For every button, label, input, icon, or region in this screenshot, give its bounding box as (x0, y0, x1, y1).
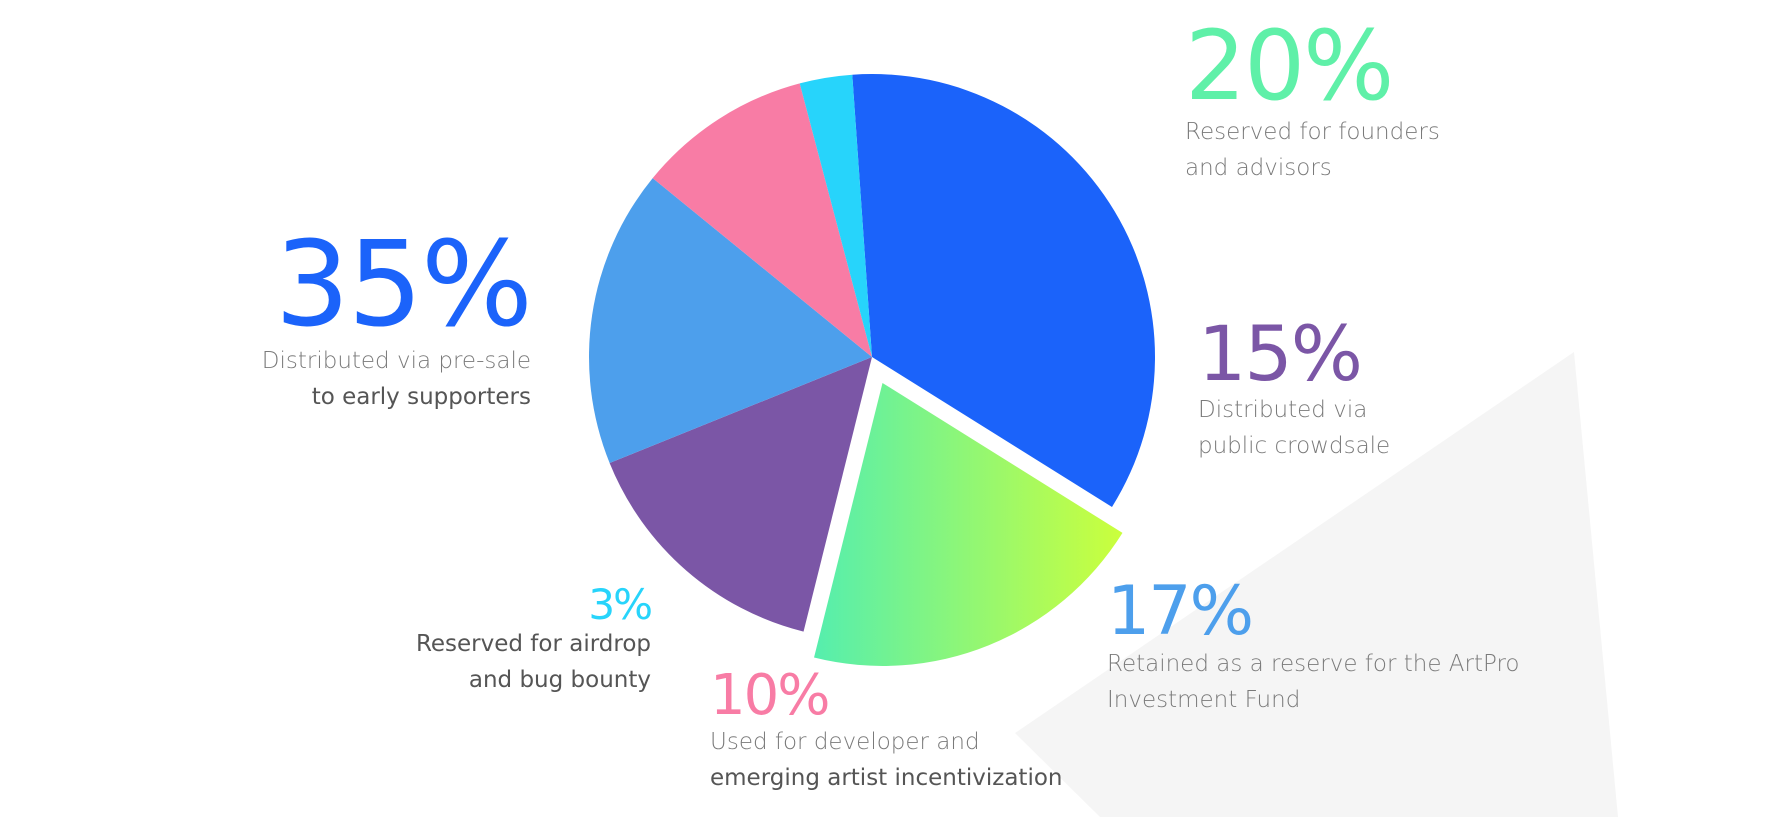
percent-17: 17% (1107, 572, 1254, 651)
slice-label-35: 35% Distributed via pre-sale to early su… (261, 215, 533, 415)
slice-label-17: 17% Retained as a reserve for the ArtPro… (1107, 578, 1519, 718)
percent-10: 10% (710, 663, 830, 728)
desc-3-line1: Reserved for airdrop (415, 631, 651, 657)
percent-3: 3% (588, 580, 653, 629)
desc-20-line1: Reserved for founders (1185, 119, 1440, 145)
desc-15-line1: Distributed via (1198, 397, 1368, 423)
desc-10-line1: Used for developer and (710, 729, 980, 755)
desc-20-line2: and advisors (1185, 155, 1332, 181)
desc-3-line2: and bug bounty (468, 667, 651, 693)
slice-label-3: 3% Reserved for airdrop and bug bounty (415, 580, 653, 698)
desc-17-line2: Investment Fund (1107, 687, 1301, 713)
desc-15-line2: public crowdsale (1198, 433, 1391, 459)
desc-10-line2: emerging artist incentivization (710, 765, 1063, 791)
percent-20: 20% (1185, 10, 1394, 122)
percent-35: 35% (274, 215, 533, 353)
pie-slice-10 (652, 83, 872, 357)
slice-label-20: 20% Reserved for founders and advisors (1185, 18, 1440, 186)
percent-15: 15% (1198, 309, 1363, 398)
pie-slice-35 (852, 74, 1156, 507)
slice-label-15: 15% Distributed via public crowdsale (1198, 316, 1390, 464)
desc-17-line1: Retained as a reserve for the ArtPro (1107, 651, 1520, 677)
desc-35-line1: Distributed via pre-sale (261, 348, 531, 374)
pie-slice-17 (589, 178, 872, 464)
pie-slice-3 (799, 74, 872, 357)
slice-label-10: 10% Used for developer and emerging arti… (710, 668, 1062, 796)
pie-slice-20 (814, 382, 1123, 666)
desc-35-line2: to early supporters (311, 384, 531, 410)
pie-slice-15 (609, 357, 872, 632)
